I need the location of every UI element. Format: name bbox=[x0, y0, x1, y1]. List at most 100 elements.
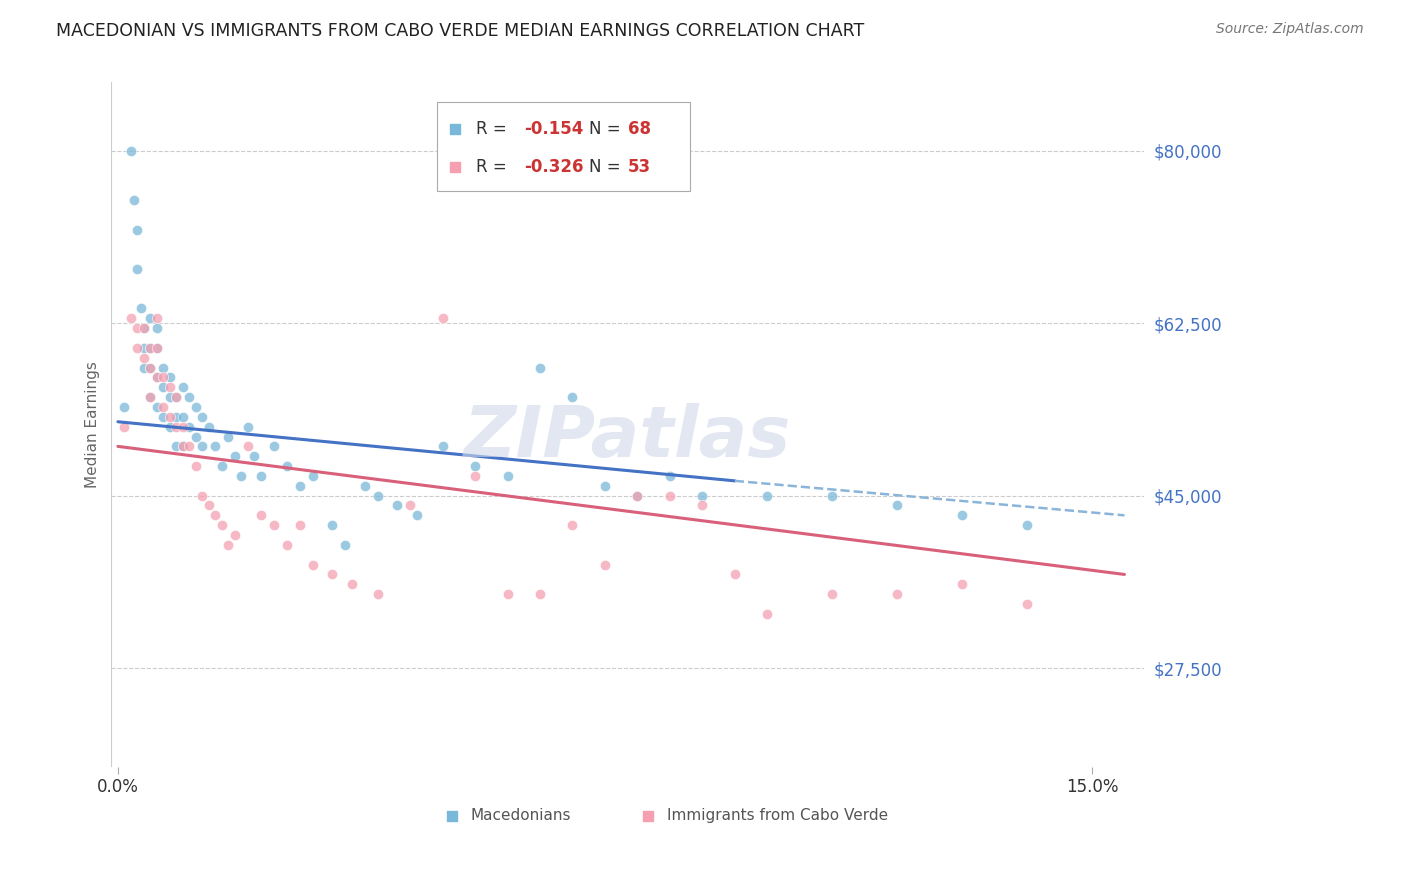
Point bbox=[152, 400, 174, 414]
Text: N =: N = bbox=[589, 158, 626, 176]
Point bbox=[139, 360, 162, 375]
Point bbox=[122, 193, 145, 207]
Point bbox=[464, 469, 486, 483]
Point bbox=[886, 587, 908, 601]
Point bbox=[288, 479, 311, 493]
Point bbox=[139, 360, 162, 375]
Point bbox=[159, 390, 181, 404]
Point bbox=[886, 499, 908, 513]
Point bbox=[112, 400, 135, 414]
Point bbox=[217, 429, 239, 443]
Point bbox=[692, 499, 714, 513]
Point bbox=[165, 419, 187, 434]
Point bbox=[184, 429, 207, 443]
Point bbox=[217, 538, 239, 552]
Point bbox=[204, 439, 226, 453]
Point bbox=[211, 459, 233, 474]
Point bbox=[496, 469, 519, 483]
Point bbox=[301, 558, 323, 572]
Point bbox=[236, 419, 259, 434]
Point bbox=[756, 489, 779, 503]
Point bbox=[626, 489, 648, 503]
Point bbox=[172, 380, 194, 394]
Point bbox=[127, 262, 149, 277]
Point bbox=[132, 321, 155, 335]
Text: -0.326: -0.326 bbox=[524, 158, 583, 176]
Point bbox=[132, 360, 155, 375]
Point bbox=[139, 341, 162, 355]
Point bbox=[321, 518, 343, 533]
Point bbox=[263, 518, 285, 533]
Point bbox=[127, 341, 149, 355]
Point bbox=[152, 360, 174, 375]
Point bbox=[276, 459, 298, 474]
Point bbox=[129, 301, 152, 316]
Point bbox=[152, 370, 174, 384]
Point bbox=[243, 449, 266, 463]
Point bbox=[288, 518, 311, 533]
Point bbox=[179, 419, 201, 434]
Point bbox=[353, 479, 375, 493]
Point bbox=[184, 459, 207, 474]
Point bbox=[529, 360, 551, 375]
Point bbox=[165, 390, 187, 404]
Point bbox=[432, 439, 454, 453]
Point bbox=[139, 311, 162, 326]
Point bbox=[821, 489, 844, 503]
Point bbox=[529, 587, 551, 601]
Point bbox=[198, 419, 221, 434]
Point bbox=[263, 439, 285, 453]
Point bbox=[184, 400, 207, 414]
Point bbox=[249, 508, 271, 523]
Point bbox=[127, 321, 149, 335]
Point bbox=[658, 469, 681, 483]
Point bbox=[385, 499, 408, 513]
Point bbox=[198, 499, 221, 513]
Point bbox=[335, 538, 357, 552]
Point bbox=[231, 469, 253, 483]
Point bbox=[496, 587, 519, 601]
Text: N =: N = bbox=[589, 120, 626, 138]
Point bbox=[593, 558, 616, 572]
Point bbox=[821, 587, 844, 601]
Point bbox=[692, 489, 714, 503]
Point bbox=[152, 409, 174, 424]
Point bbox=[204, 508, 226, 523]
Point bbox=[179, 390, 201, 404]
Point bbox=[159, 409, 181, 424]
Text: 68: 68 bbox=[627, 120, 651, 138]
Point bbox=[139, 390, 162, 404]
Point bbox=[159, 380, 181, 394]
Text: Source: ZipAtlas.com: Source: ZipAtlas.com bbox=[1216, 22, 1364, 37]
Point bbox=[146, 341, 169, 355]
Point bbox=[172, 409, 194, 424]
Point bbox=[165, 390, 187, 404]
Point bbox=[152, 380, 174, 394]
Y-axis label: Median Earnings: Median Earnings bbox=[86, 360, 100, 488]
Point bbox=[132, 351, 155, 365]
Text: MACEDONIAN VS IMMIGRANTS FROM CABO VERDE MEDIAN EARNINGS CORRELATION CHART: MACEDONIAN VS IMMIGRANTS FROM CABO VERDE… bbox=[56, 22, 865, 40]
Point bbox=[132, 321, 155, 335]
Point bbox=[658, 489, 681, 503]
Point bbox=[593, 479, 616, 493]
Point bbox=[159, 419, 181, 434]
Point bbox=[724, 567, 747, 582]
Point bbox=[139, 390, 162, 404]
Point bbox=[561, 390, 583, 404]
Point bbox=[236, 439, 259, 453]
Point bbox=[626, 489, 648, 503]
Point bbox=[950, 508, 973, 523]
Text: R =: R = bbox=[475, 120, 512, 138]
Point bbox=[211, 518, 233, 533]
Text: ZIPatlas: ZIPatlas bbox=[464, 403, 792, 473]
Point bbox=[112, 419, 135, 434]
Text: R =: R = bbox=[475, 158, 512, 176]
Point bbox=[399, 499, 422, 513]
Point bbox=[367, 587, 389, 601]
Point bbox=[165, 439, 187, 453]
Point bbox=[120, 311, 142, 326]
Point bbox=[367, 489, 389, 503]
Point bbox=[224, 528, 246, 542]
Point bbox=[432, 311, 454, 326]
Point bbox=[159, 370, 181, 384]
